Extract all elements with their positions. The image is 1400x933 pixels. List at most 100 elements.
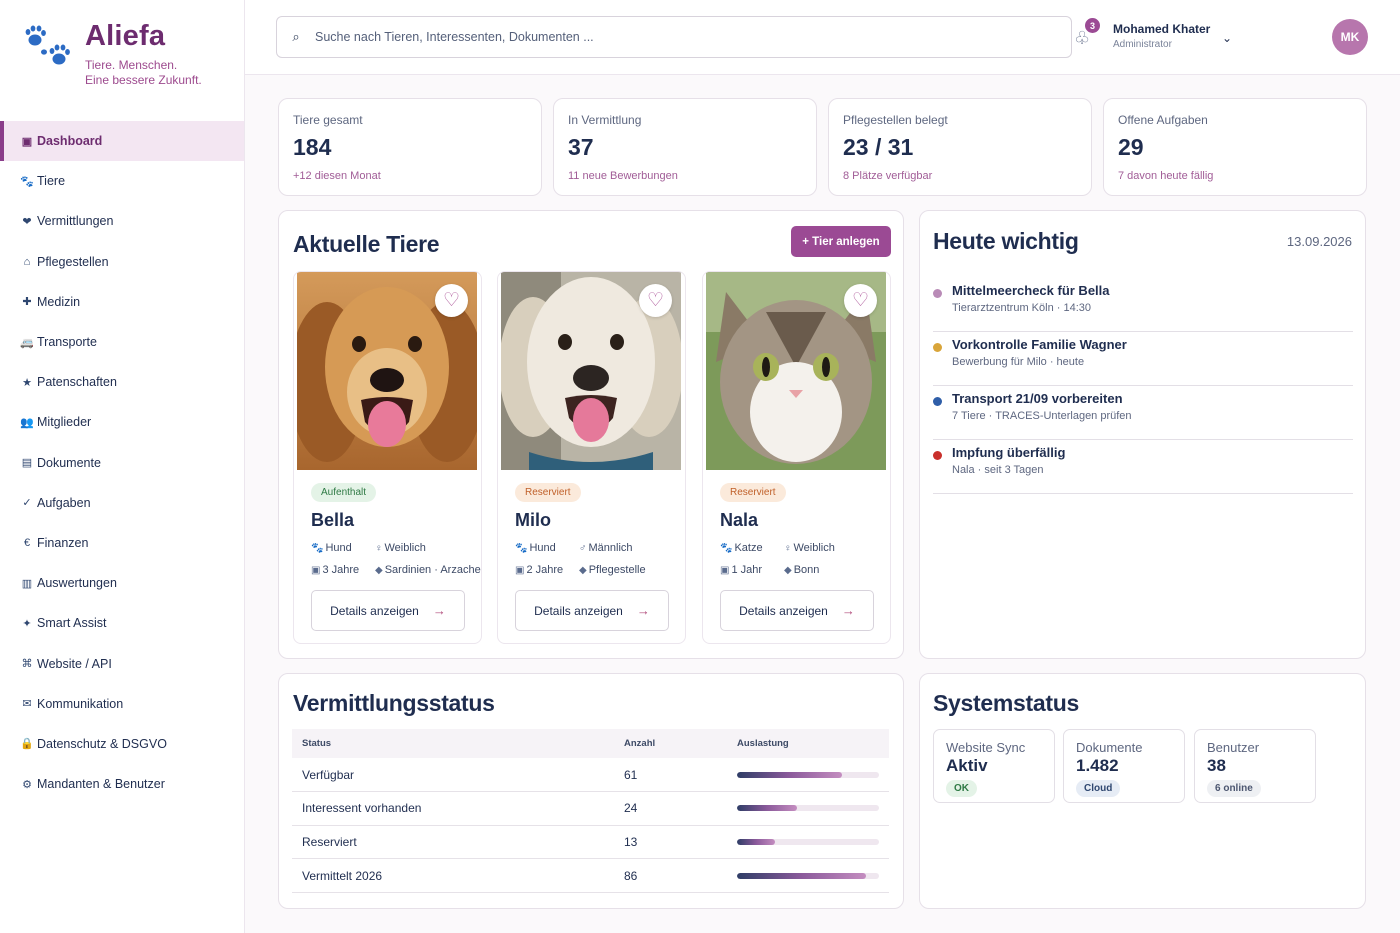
- heart-icon[interactable]: ♡: [435, 284, 468, 317]
- table-row[interactable]: Reserviert 13: [292, 825, 889, 860]
- species: 🐾 Hund: [311, 542, 352, 554]
- age: ▣ 2 Jahre: [515, 564, 563, 576]
- avatar[interactable]: MK: [1332, 19, 1368, 55]
- animal-name: Bella: [311, 510, 355, 530]
- sidebar-item-icon: ⚙: [22, 778, 32, 791]
- white-dog-image[interactable]: [499, 272, 683, 470]
- sidebar-item-icon: 🚐: [20, 336, 34, 349]
- sidebar-item-label: Tiere: [37, 174, 66, 189]
- task-item[interactable]: Transport 21/09 vorbereiten 7 Tiere · TRA…: [933, 386, 1353, 440]
- progress-bar-fill: [737, 805, 797, 812]
- task-item[interactable]: Mittelmeercheck für Bella Tierarztzentrum…: [933, 278, 1353, 332]
- sidebar-item-label: Medizin: [37, 294, 81, 309]
- kpi-label: Offene Aufgaben: [1118, 113, 1208, 127]
- table-header-row: Status Anzahl Auslastung: [292, 729, 889, 758]
- task-item[interactable]: Vorkontrolle Familie Wagner Bewerbung für…: [933, 332, 1353, 386]
- sidebar-item-icon: ⌂: [23, 255, 31, 268]
- details-button[interactable]: Details anzeigen →: [515, 590, 669, 631]
- system-status-label: Website Sync: [946, 740, 1026, 755]
- brand[interactable]: Aliefa Tiere. Menschen. Eine bessere Zuk…: [22, 18, 232, 98]
- sidebar-item-vermittlungen[interactable]: ❤ Vermittlungen: [0, 201, 244, 241]
- sidebar-item-finanzen[interactable]: € Finanzen: [0, 523, 244, 563]
- sidebar-item-dashboard[interactable]: ▣ Dashboard: [0, 121, 244, 162]
- status-dot: [933, 451, 942, 460]
- female-icon: ♀: [375, 543, 383, 554]
- system-status-box: Benutzer 38 6 online: [1194, 729, 1316, 803]
- species-value: Hund: [325, 542, 352, 554]
- table-row[interactable]: Interessent vorhanden 24: [292, 791, 889, 826]
- kpi-sub: 11 neue Bewerbungen: [568, 170, 678, 182]
- sidebar-item-icon: ✚: [22, 296, 32, 309]
- location: ◆ Bonn: [784, 564, 819, 576]
- chevron-down-icon[interactable]: ⌄: [1222, 31, 1233, 45]
- table-row[interactable]: Vermittelt 2026 86: [292, 858, 889, 893]
- user-menu[interactable]: Mohamed Khater Administrator: [1113, 22, 1210, 50]
- sidebar-item-mitglieder[interactable]: 👥 Mitglieder: [0, 402, 244, 442]
- sidebar-item-tiere[interactable]: 🐾 Tiere: [0, 161, 244, 201]
- sidebar-item-label: Website / API: [37, 656, 112, 671]
- sidebar-item-smart-assist[interactable]: ✦ Smart Assist: [0, 603, 244, 643]
- sidebar-item-kommunikation[interactable]: ✉ Kommunikation: [0, 684, 244, 724]
- heart-icon[interactable]: ♡: [639, 284, 672, 317]
- kpi-card: Pflegestellen belegt 23 / 31 8 Plätze verf…: [828, 98, 1092, 196]
- location-value: Pflegestelle: [588, 564, 646, 576]
- status-cell: Verfügbar: [292, 758, 614, 793]
- animal-name: Nala: [720, 510, 759, 530]
- add-animal-button[interactable]: + Tier anlegen: [791, 226, 891, 257]
- sidebar-item-website-api[interactable]: ⌘ Website / API: [0, 643, 244, 683]
- golden-dog-image[interactable]: [294, 272, 481, 470]
- details-button[interactable]: Details anzeigen →: [720, 590, 874, 631]
- kpi-value: 23 / 31: [843, 134, 914, 160]
- tabby-cat-image[interactable]: [706, 272, 886, 470]
- bell-icon: ♧: [1074, 28, 1091, 48]
- sidebar-item-auswertungen[interactable]: ▥ Auswertungen: [0, 563, 244, 603]
- search-bar[interactable]: ⌕: [276, 16, 1072, 58]
- kpi-label: Pflegestellen belegt: [843, 113, 948, 127]
- top-header: ⌕ ♧ 3 Mohamed Khater Administrator ⌄ MK: [245, 0, 1400, 75]
- sex: ♀ Weiblich: [784, 542, 835, 554]
- system-status-label: Benutzer: [1207, 740, 1260, 755]
- progress-bar-fill: [737, 771, 843, 778]
- sidebar-item-label: Auswertungen: [37, 576, 117, 591]
- system-status-badge: OK: [946, 780, 977, 797]
- sidebar-item-aufgaben[interactable]: ✓ Aufgaben: [0, 483, 244, 523]
- status-cell: Vermittelt 2026: [292, 858, 614, 893]
- table-row[interactable]: Verfügbar 61: [292, 758, 889, 793]
- location-value: Sardinien · Arzachena: [384, 564, 481, 576]
- sidebar-item-dokumente[interactable]: ▤ Dokumente: [0, 443, 244, 483]
- kpi-sub: 8 Plätze verfügbar: [843, 170, 933, 182]
- paw-logo-icon: [25, 25, 70, 65]
- sidebar-item-pflegestellen[interactable]: ⌂ Pflegestellen: [0, 242, 244, 282]
- location-icon: ◆: [375, 565, 383, 576]
- sidebar-item-label: Finanzen: [37, 535, 89, 550]
- sidebar-item-patenschaften[interactable]: ★ Patenschaften: [0, 362, 244, 402]
- animals-card: Aktuelle Tiere + Tier anlegen ♡ Aufenthal…: [278, 210, 904, 659]
- system-status-value: 38: [1207, 756, 1226, 775]
- adoption-status-table: Status Anzahl Auslastung Verfügbar 61 Inte…: [292, 729, 889, 893]
- search-icon: ⌕: [292, 29, 300, 44]
- sidebar-item-mandanten-benutzer[interactable]: ⚙ Mandanten & Benutzer: [0, 764, 244, 804]
- today-date: 13.09.2026: [1286, 234, 1352, 249]
- status-dot: [933, 289, 942, 298]
- search-input[interactable]: [315, 30, 1055, 44]
- heart-icon[interactable]: ♡: [844, 284, 877, 317]
- notifications-button[interactable]: ♧ 3: [1074, 18, 1102, 50]
- sidebar-item-transporte[interactable]: 🚐 Transporte: [0, 322, 244, 362]
- column-header-status: Status: [292, 729, 614, 758]
- paw-icon: 🐾: [515, 543, 528, 554]
- task-item[interactable]: Impfung überfällig Nala · seit 3 Tagen: [933, 440, 1353, 494]
- system-status-value: 1.482: [1076, 756, 1119, 775]
- status-badge: Reserviert: [720, 483, 786, 502]
- kpi-card: In Vermittlung 37 11 neue Bewerbungen: [553, 98, 817, 196]
- details-button[interactable]: Details anzeigen →: [311, 590, 465, 631]
- sidebar-item-medizin[interactable]: ✚ Medizin: [0, 282, 244, 322]
- status-badge: Reserviert: [515, 483, 581, 502]
- details-button-label: Details anzeigen: [739, 603, 828, 618]
- sidebar-item-label: Mitglieder: [37, 415, 92, 430]
- female-icon: ♀: [784, 543, 792, 554]
- sidebar-item-label: Dokumente: [37, 455, 101, 470]
- age-value: 3 Jahre: [322, 564, 360, 576]
- progress-bar-fill: [737, 872, 867, 879]
- sidebar-item-icon: ▥: [21, 577, 33, 590]
- sidebar-item-datenschutz-dsgvo[interactable]: 🔒 Datenschutz & DSGVO: [0, 724, 244, 764]
